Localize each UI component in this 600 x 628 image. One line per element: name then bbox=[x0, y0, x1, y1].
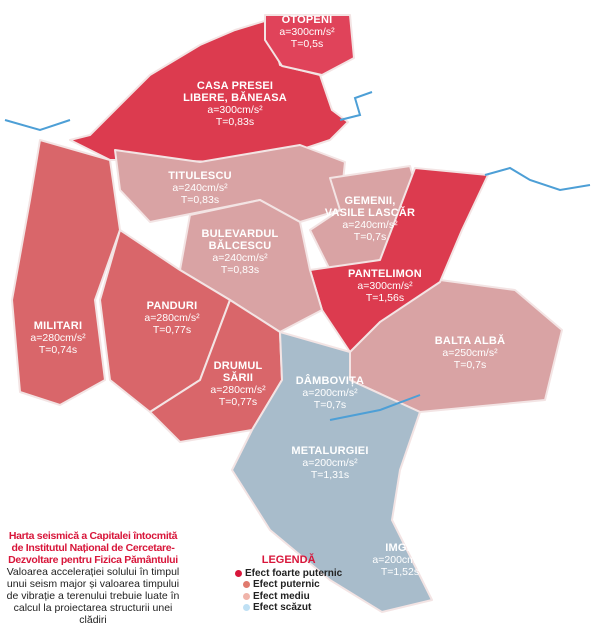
zone-name: MILITARI bbox=[33, 320, 83, 332]
zone-period: T=0,77s bbox=[152, 324, 192, 336]
region-south-low bbox=[231, 331, 433, 613]
zone-label: DÂMBOVIȚA a=200cm/s² T=0,7s bbox=[296, 375, 364, 411]
zone-name: PANTELIMON bbox=[348, 268, 422, 280]
zone-period: T=0,83s bbox=[215, 116, 255, 128]
zone-acceleration: a=250cm/s² bbox=[442, 347, 498, 359]
river-segment bbox=[339, 91, 373, 121]
rivers bbox=[4, 91, 591, 421]
zone-label: TITULESCU a=240cm/s² T=0,83s bbox=[168, 170, 232, 206]
zone-acceleration: a=200cm/s² bbox=[372, 554, 428, 566]
legend-item: Efect scăzut bbox=[243, 602, 342, 614]
zone-label: GEMENII, VASILE LASCĂR a=240cm/s² T=0,7s bbox=[325, 195, 415, 243]
zone-name: METALURGIEI bbox=[291, 445, 369, 457]
river-segment bbox=[329, 394, 421, 421]
zone-period: T=0,83s bbox=[220, 264, 260, 276]
legend-label: Efect scăzut bbox=[253, 602, 312, 613]
zone-acceleration: a=200cm/s² bbox=[302, 387, 358, 399]
zone-label: DRUMUL SĂRII a=280cm/s² T=0,77s bbox=[210, 360, 265, 408]
zone-name: GEMENII, bbox=[344, 195, 396, 207]
zone-label: PANDURI a=280cm/s² T=0,77s bbox=[144, 300, 199, 336]
zone-label: BALTA ALBĂ a=250cm/s² T=0,7s bbox=[435, 335, 505, 371]
zone-name: BULEVARDUL bbox=[201, 228, 279, 240]
zone-label: OTOPENI a=300cm/s² T=0,5s bbox=[279, 14, 334, 50]
river-segment bbox=[484, 166, 591, 192]
legend-item: Efect foarte puternic bbox=[235, 568, 342, 580]
zone-name: VASILE LASCĂR bbox=[324, 207, 416, 219]
zone-acceleration: a=300cm/s² bbox=[279, 26, 335, 38]
zone-name: PANDURI bbox=[146, 300, 198, 312]
zone-name: BĂLCESCU bbox=[208, 240, 272, 252]
zone-acceleration: a=280cm/s² bbox=[144, 312, 200, 324]
zone-label: BULEVARDUL BĂLCESCU a=240cm/s² T=0,83s bbox=[202, 228, 279, 276]
legend-item: Efect mediu bbox=[243, 591, 342, 603]
zone-acceleration: a=280cm/s² bbox=[30, 332, 86, 344]
zone-name: TITULESCU bbox=[168, 170, 232, 182]
zone-period: T=0,74s bbox=[38, 344, 78, 356]
zone-name: LIBERE, BĂNEASA bbox=[183, 92, 287, 104]
zone-label: MILITARI a=280cm/s² T=0,74s bbox=[30, 320, 85, 356]
zone-label: METALURGIEI a=200cm/s² T=1,31s bbox=[291, 445, 368, 481]
zone-label: IMGB a=200cm/s² T=1,52s bbox=[372, 542, 427, 578]
zone-period: T=0,7s bbox=[453, 359, 487, 371]
zone-acceleration: a=200cm/s² bbox=[302, 457, 358, 469]
river-segment bbox=[4, 119, 71, 132]
legend-dot-icon bbox=[243, 604, 250, 612]
zone-name: IMGB bbox=[385, 542, 415, 554]
legend-dot-icon bbox=[235, 569, 242, 577]
caption-title: Harta seismică a Capitalei întocmită de … bbox=[8, 530, 178, 566]
legend: LEGENDĂ Efect foarte puternic Efect puter… bbox=[235, 554, 342, 614]
zone-label: PANTELIMON a=300cm/s² T=1,56s bbox=[348, 268, 422, 304]
zone-acceleration: a=240cm/s² bbox=[172, 182, 228, 194]
legend-dot-icon bbox=[243, 581, 250, 589]
region-pantelimon bbox=[309, 167, 489, 353]
zone-period: T=0,5s bbox=[290, 38, 324, 50]
zone-period: T=0,7s bbox=[353, 231, 387, 243]
zone-period: T=0,83s bbox=[180, 194, 220, 206]
zone-label: CASA PRESEI LIBERE, BĂNEASA a=300cm/s² T=0,… bbox=[183, 80, 287, 128]
legend-title: LEGENDĂ bbox=[261, 554, 316, 566]
map-caption: Harta seismică a Capitalei întocmită de … bbox=[4, 530, 182, 626]
zone-acceleration: a=300cm/s² bbox=[357, 280, 413, 292]
legend-dot-icon bbox=[243, 592, 250, 600]
legend-item: Efect puternic bbox=[243, 579, 342, 591]
zone-name: CASA PRESEI bbox=[196, 80, 274, 92]
zone-name: SĂRII bbox=[222, 372, 254, 384]
zone-acceleration: a=300cm/s² bbox=[207, 104, 263, 116]
zone-period: T=1,31s bbox=[310, 469, 350, 481]
zone-acceleration: a=280cm/s² bbox=[210, 384, 266, 396]
zone-period: T=1,56s bbox=[365, 292, 405, 304]
zone-period: T=0,77s bbox=[218, 396, 258, 408]
legend-label: Efect puternic bbox=[253, 579, 320, 590]
zone-name: BALTA ALBĂ bbox=[434, 335, 506, 347]
legend-label: Efect mediu bbox=[253, 590, 310, 602]
zone-acceleration: a=240cm/s² bbox=[342, 219, 398, 231]
caption-description: Valoarea accelerației solului în timpul … bbox=[6, 566, 180, 626]
zone-name: DÂMBOVIȚA bbox=[295, 375, 365, 387]
zone-period: T=1,52s bbox=[380, 566, 420, 578]
zone-acceleration: a=240cm/s² bbox=[212, 252, 268, 264]
zone-name: DRUMUL bbox=[213, 360, 263, 372]
region-militari bbox=[11, 139, 121, 406]
zone-period: T=0,7s bbox=[313, 399, 347, 411]
region-otopeni bbox=[264, 14, 355, 76]
legend-label: Efect foarte puternic bbox=[245, 567, 343, 579]
zone-name: OTOPENI bbox=[281, 14, 333, 26]
